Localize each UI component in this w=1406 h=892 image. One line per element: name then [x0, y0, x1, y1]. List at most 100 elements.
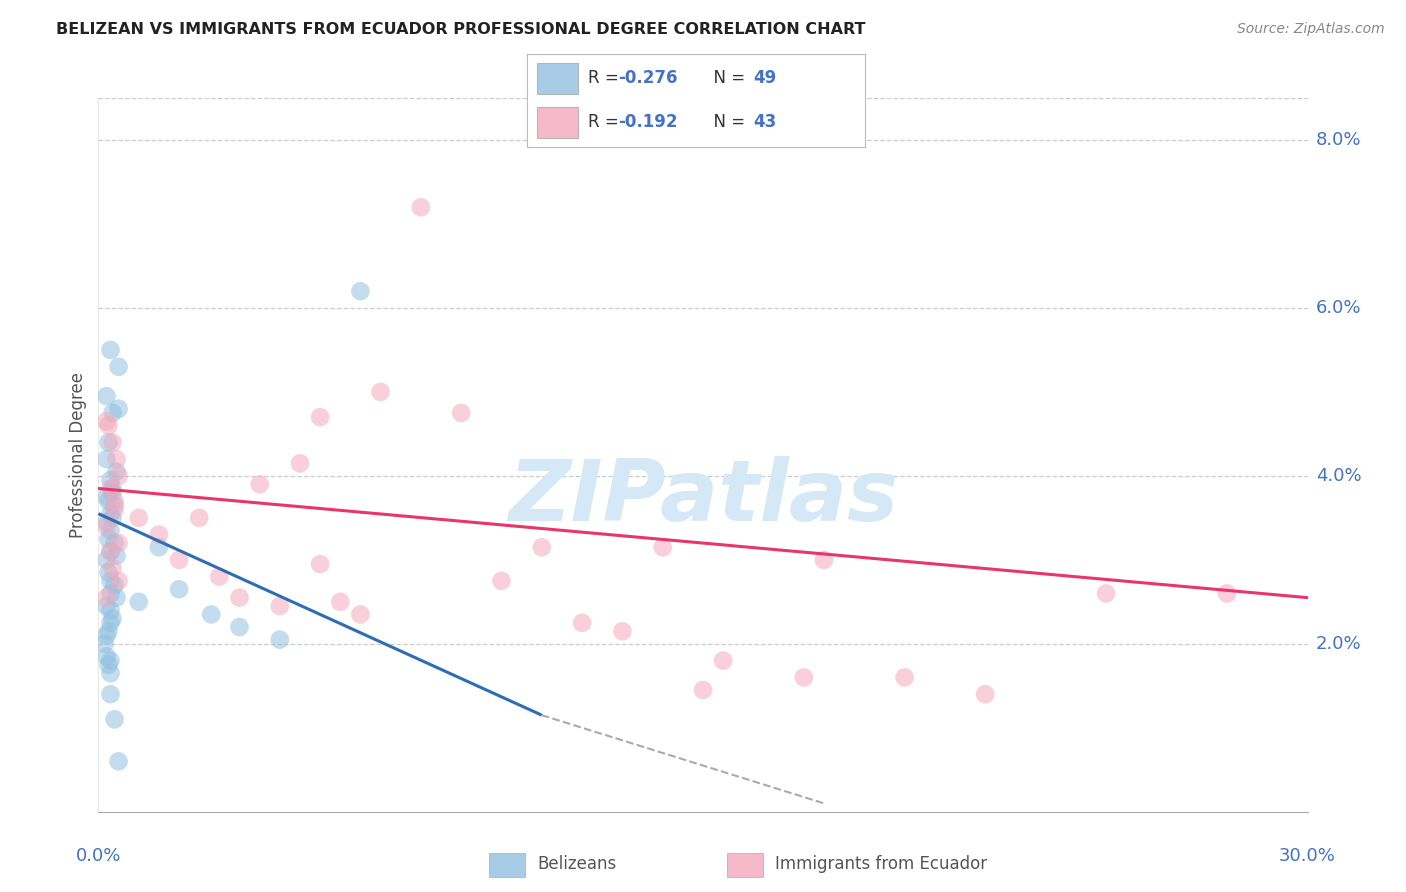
Point [101, 561, 124, 575]
Point [97, 435, 120, 450]
Point [100, 574, 122, 588]
Point [97, 418, 120, 433]
Text: BELIZEAN VS IMMIGRANTS FROM ECUADOR PROFESSIONAL DEGREE CORRELATION CHART: BELIZEAN VS IMMIGRANTS FROM ECUADOR PROF… [56, 22, 866, 37]
Point [200, 607, 222, 622]
Point [96, 515, 118, 529]
Point [107, 536, 129, 550]
Point [128, 511, 150, 525]
Point [450, 406, 472, 420]
Text: 6.0%: 6.0% [1316, 299, 1361, 317]
Point [309, 410, 332, 425]
Point [97, 494, 120, 508]
Point [228, 620, 250, 634]
Text: 30.0%: 30.0% [1279, 847, 1336, 865]
Point [101, 485, 124, 500]
Point [148, 541, 170, 555]
Point [101, 511, 124, 525]
Point [105, 549, 128, 563]
Point [100, 482, 122, 496]
Point [893, 670, 915, 684]
Point [100, 687, 122, 701]
Point [100, 473, 122, 487]
Text: N =: N = [703, 70, 749, 87]
Point [96, 599, 118, 613]
Text: N =: N = [703, 113, 749, 131]
Point [96, 519, 118, 533]
Point [103, 536, 125, 550]
Point [97, 532, 120, 546]
Point [409, 200, 432, 214]
Point [107, 359, 129, 374]
Point [101, 482, 124, 496]
Point [651, 541, 673, 555]
Text: 43: 43 [754, 113, 776, 131]
Point [96, 553, 118, 567]
Point [101, 612, 124, 626]
Point [101, 435, 124, 450]
Point [269, 632, 291, 647]
Text: 8.0%: 8.0% [1316, 131, 1361, 149]
Point [1095, 586, 1118, 600]
Point [148, 527, 170, 541]
Point [96, 414, 118, 428]
Point [107, 755, 129, 769]
Point [793, 670, 815, 684]
Point [309, 557, 332, 571]
Point [167, 553, 190, 567]
Point [491, 574, 513, 588]
Point [530, 541, 553, 555]
Point [105, 591, 128, 605]
Point [107, 469, 129, 483]
Point [1216, 586, 1239, 600]
Point [93, 637, 115, 651]
Point [571, 615, 593, 630]
Point [100, 603, 122, 617]
Point [103, 502, 125, 516]
Point [269, 599, 291, 613]
Point [105, 452, 128, 467]
Point [96, 452, 118, 467]
Point [97, 624, 120, 639]
Point [96, 628, 118, 642]
Point [349, 607, 371, 622]
Bar [727, 853, 762, 878]
Point [370, 384, 392, 399]
Point [105, 465, 128, 479]
Point [249, 477, 271, 491]
Point [100, 544, 122, 558]
Point [103, 578, 125, 592]
Y-axis label: Professional Degree: Professional Degree [69, 372, 87, 538]
Point [349, 284, 371, 298]
Text: 49: 49 [754, 70, 776, 87]
Point [107, 574, 129, 588]
Point [228, 591, 250, 605]
Text: Belizeans: Belizeans [537, 855, 617, 873]
Point [100, 586, 122, 600]
Point [100, 524, 122, 538]
Point [107, 401, 129, 416]
Point [128, 595, 150, 609]
Text: 2.0%: 2.0% [1316, 635, 1361, 653]
Point [97, 657, 120, 672]
Point [96, 591, 118, 605]
Text: Immigrants from Ecuador: Immigrants from Ecuador [775, 855, 987, 873]
Point [100, 544, 122, 558]
Point [96, 389, 118, 403]
Point [188, 511, 211, 525]
Text: Source: ZipAtlas.com: Source: ZipAtlas.com [1237, 22, 1385, 37]
Bar [489, 853, 524, 878]
Point [329, 595, 352, 609]
Point [101, 406, 124, 420]
Point [813, 553, 835, 567]
Point [692, 683, 714, 698]
Point [103, 494, 125, 508]
Point [103, 712, 125, 726]
Point [100, 343, 122, 357]
Point [974, 687, 997, 701]
Bar [537, 63, 578, 94]
Point [711, 654, 734, 668]
Point [167, 582, 190, 597]
Point [288, 456, 311, 470]
Text: R =: R = [588, 70, 624, 87]
Point [100, 654, 122, 668]
